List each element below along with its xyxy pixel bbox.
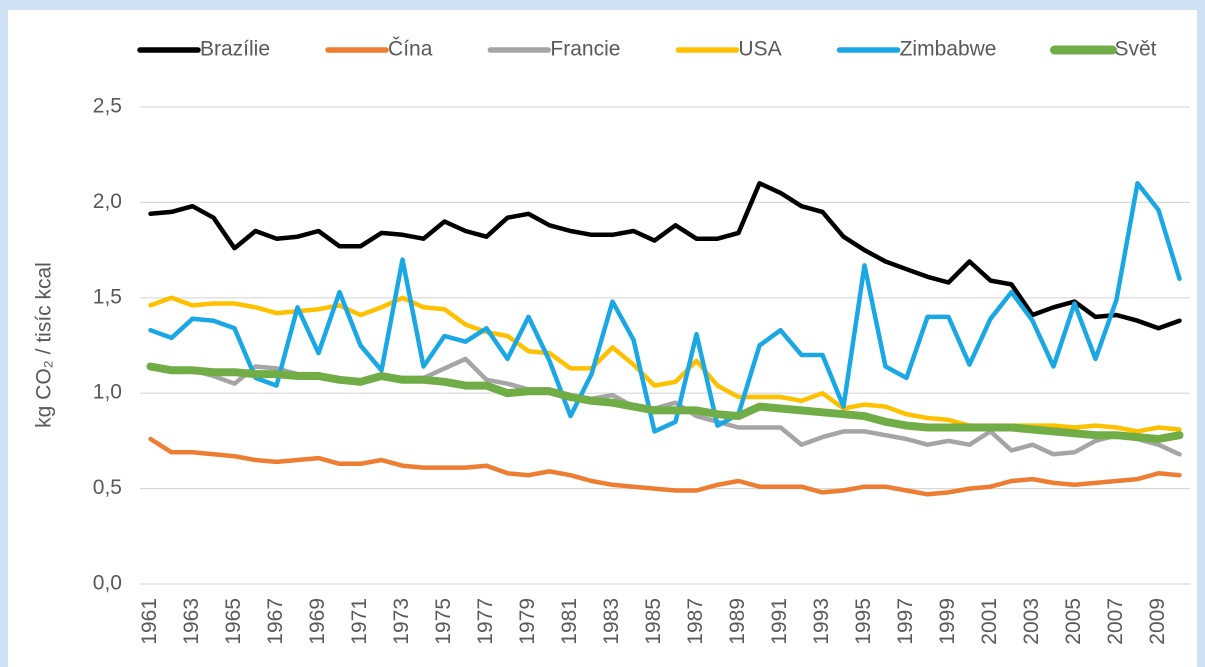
x-tick-label: 1985 (642, 598, 665, 645)
y-tick-label: 1,0 (93, 381, 122, 404)
x-tick-label: 2007 (1104, 598, 1127, 645)
x-tick-label: 1971 (348, 598, 371, 645)
x-tick-label: 2005 (1062, 598, 1085, 645)
series-line (148, 436, 1182, 497)
x-tick-label: 1961 (138, 598, 161, 645)
x-tick-label: 1993 (810, 598, 833, 645)
x-tick-label: 1991 (768, 598, 791, 645)
legend-label: Francie (550, 38, 620, 61)
x-tick-label: 1997 (894, 598, 917, 645)
x-tick-label: 1987 (684, 598, 707, 645)
series-line (148, 181, 1182, 434)
y-tick-label: 0,0 (93, 572, 122, 595)
legend-label: Zimbabwe (900, 38, 997, 61)
y-tick-label: 2,0 (93, 190, 122, 213)
x-tick-label: 1983 (600, 598, 623, 645)
x-tick-label: 1989 (726, 598, 749, 645)
x-tick-label: 1975 (432, 598, 455, 645)
x-tick-label: 1965 (222, 598, 245, 645)
y-tick-label: 1,5 (93, 285, 122, 308)
x-tick-label: 1963 (180, 598, 203, 645)
x-tick-label: 2001 (978, 598, 1001, 645)
y-tick-label: 2,5 (93, 95, 122, 118)
x-tick-label: 2009 (1146, 598, 1169, 645)
x-tick-label: 1999 (936, 598, 959, 645)
legend-label: Svět (1114, 38, 1156, 61)
x-tick-label: 1969 (306, 598, 329, 645)
x-tick-label: 1995 (852, 598, 875, 645)
x-tick-label: 1981 (558, 598, 581, 645)
series-line (146, 362, 1184, 443)
x-tick-label: 1967 (264, 598, 287, 645)
series-line (148, 181, 1182, 331)
x-tick-label: 1973 (390, 598, 413, 645)
y-axis-title: kg CO₂ / tisíc kcal (33, 262, 56, 428)
legend-label: USA (738, 38, 781, 61)
legend-label: Čína (388, 38, 433, 61)
x-tick-label: 2003 (1020, 598, 1043, 645)
y-tick-label: 0,5 (93, 476, 122, 499)
x-tick-label: 1979 (516, 598, 539, 645)
x-tick-label: 1977 (474, 598, 497, 645)
legend-label: Brazílie (200, 38, 270, 61)
